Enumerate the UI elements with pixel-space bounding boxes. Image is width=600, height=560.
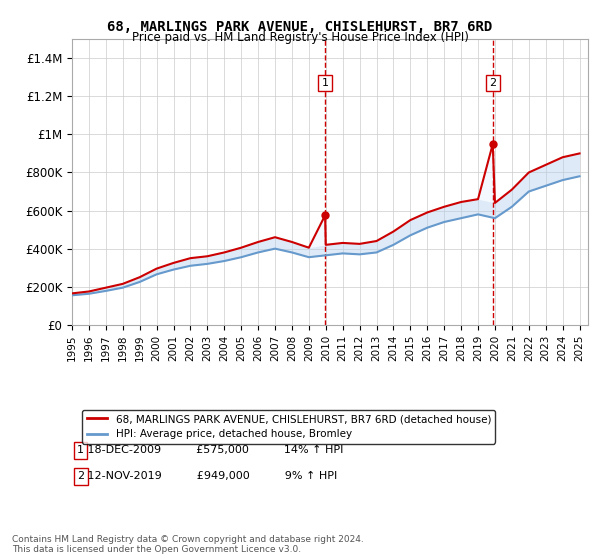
Text: 12-NOV-2019          £949,000          9% ↑ HPI: 12-NOV-2019 £949,000 9% ↑ HPI <box>77 471 337 481</box>
Text: 1: 1 <box>322 78 329 88</box>
Text: Contains HM Land Registry data © Crown copyright and database right 2024.
This d: Contains HM Land Registry data © Crown c… <box>12 535 364 554</box>
Text: 2: 2 <box>77 471 84 481</box>
Text: 1: 1 <box>77 445 84 455</box>
Text: 18-DEC-2009          £575,000          14% ↑ HPI: 18-DEC-2009 £575,000 14% ↑ HPI <box>77 445 344 455</box>
Text: 2: 2 <box>489 78 496 88</box>
Text: Price paid vs. HM Land Registry's House Price Index (HPI): Price paid vs. HM Land Registry's House … <box>131 31 469 44</box>
Text: 68, MARLINGS PARK AVENUE, CHISLEHURST, BR7 6RD: 68, MARLINGS PARK AVENUE, CHISLEHURST, B… <box>107 20 493 34</box>
Legend: 68, MARLINGS PARK AVENUE, CHISLEHURST, BR7 6RD (detached house), HPI: Average pr: 68, MARLINGS PARK AVENUE, CHISLEHURST, B… <box>82 410 496 444</box>
